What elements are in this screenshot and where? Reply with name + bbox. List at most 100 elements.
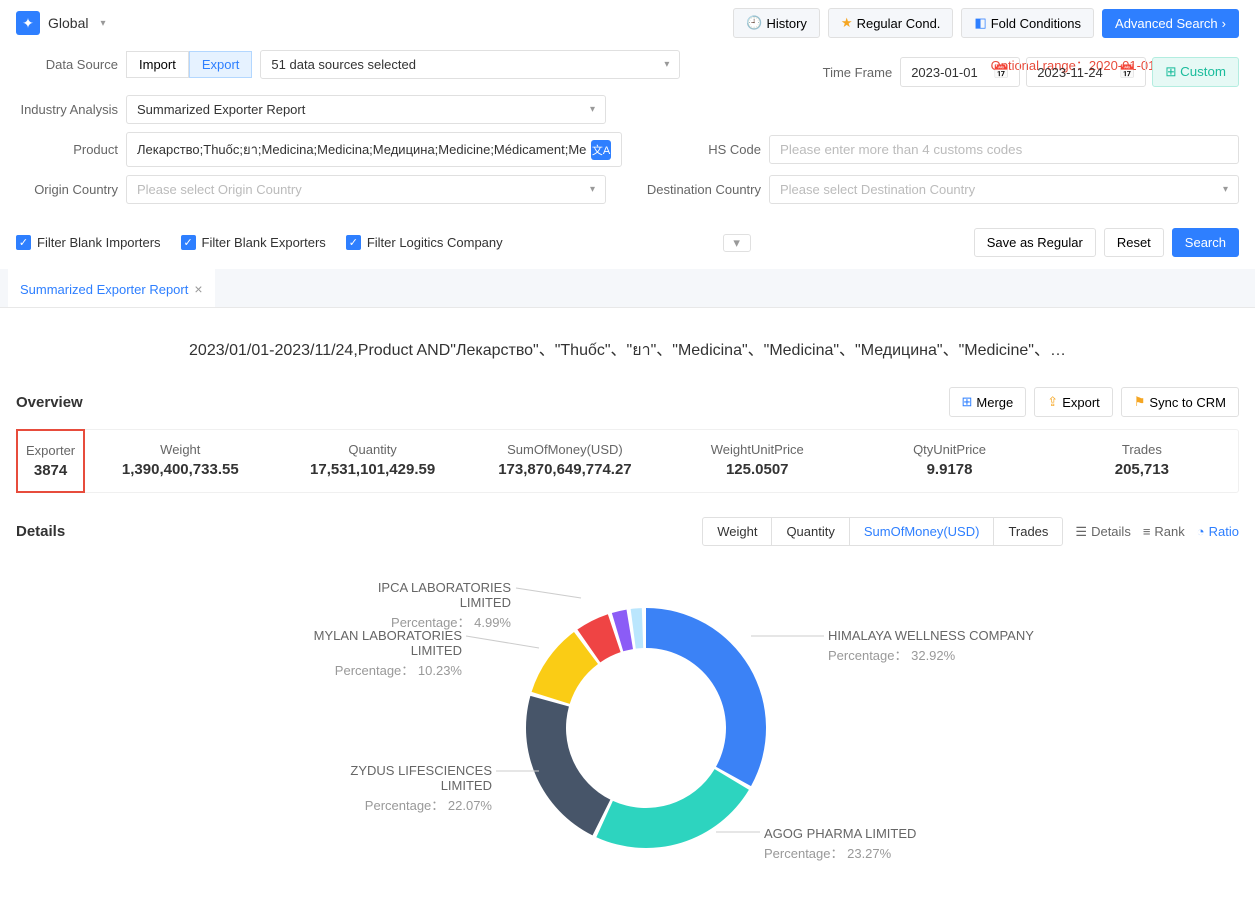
details-heading: Details [16,523,65,540]
product-label: Product [16,142,126,157]
overview-cell: WeightUnitPrice 125.0507 [661,430,853,492]
overview-cell: SumOfMoney(USD) 173,870,649,774.27 [469,430,661,492]
hs-code-input[interactable] [769,135,1239,164]
chart-label: AGOG PHARMA LIMITEDPercentage： 23.27% [764,826,916,862]
overview-value: 205,713 [1050,461,1234,478]
date-to-input[interactable]: 2023-11-24📅 [1026,57,1146,87]
chevron-down-icon: ▾ [1223,184,1228,195]
ratio-icon: ◔ [1197,524,1205,539]
product-input[interactable]: Лекарство;Thuốc;ยา;Medicina;Medicina;Мед… [126,132,622,167]
search-form: Data Source Import Export 51 data source… [0,46,1255,224]
calendar-icon: 📅 [993,64,1009,80]
tab-summarized-exporter-report[interactable]: Summarized Exporter Report × [8,269,215,307]
overview-label: Trades [1050,442,1234,457]
dest-country-label: Destination Country [639,182,769,197]
sync-crm-button[interactable]: ⚑ Sync to CRM [1121,387,1239,417]
origin-country-select[interactable]: Please select Origin Country ▾ [126,175,606,204]
chart-label: MYLAN LABORATORIES LIMITEDPercentage： 10… [292,628,462,679]
overview-label: WeightUnitPrice [665,442,849,457]
calendar-icon: 📅 [1119,64,1135,80]
view-rank-button[interactable]: ≡Rank [1143,524,1185,540]
global-icon: ✦ [16,11,40,35]
export-button[interactable]: ⇪ Export [1034,387,1112,417]
expand-toggle[interactable]: ▾ [723,234,751,252]
list-icon: ☰ [1075,524,1087,540]
chevron-down-icon: ▾ [664,59,669,70]
chevron-down-icon: ▾ [590,184,595,195]
reset-button[interactable]: Reset [1104,228,1164,257]
star-icon: ★ [841,15,853,31]
view-ratio-button[interactable]: ◔Ratio [1197,524,1239,540]
industry-select[interactable]: Summarized Exporter Report ▾ [126,95,606,124]
chart-label: HIMALAYA WELLNESS COMPANYPercentage： 32.… [828,628,1034,664]
history-icon: 🕘 [746,15,762,31]
close-icon[interactable]: × [194,281,202,297]
overview-cell: Exporter 3874 [16,429,85,493]
fold-conditions-button[interactable]: ◧Fold Conditions [961,8,1094,38]
report-title: 2023/01/01-2023/11/24,Product AND"Лекарс… [16,336,1239,363]
hs-code-label: HS Code [679,142,769,157]
overview-cell: Quantity17,531,101,429.59 [276,430,468,492]
view-details-button[interactable]: ☰Details [1075,524,1130,540]
search-button[interactable]: Search [1172,228,1239,257]
history-button[interactable]: 🕘History [733,8,820,38]
data-source-label: Data Source [16,57,126,72]
filter-logistics-checkbox[interactable]: ✓Filter Logitics Company [346,235,503,250]
advanced-search-button[interactable]: Advanced Search › [1102,9,1239,38]
overview-label: QtyUnitPrice [857,442,1041,457]
filter-row: ✓Filter Blank Importers ✓Filter Blank Ex… [0,224,1255,269]
overview-value: 1,390,400,733.55 [88,461,272,478]
custom-date-button[interactable]: ⊞ Custom [1152,57,1239,87]
overview-value: 125.0507 [665,461,849,478]
date-from-input[interactable]: 2023-01-01📅 [900,57,1020,87]
chart-label: IPCA LABORATORIES LIMITEDPercentage： 4.9… [356,580,511,631]
chevron-down-icon: ▾ [100,18,105,29]
overview-label: Weight [88,442,272,457]
checkbox-icon: ✓ [181,235,196,250]
custom-icon: ⊞ [1165,64,1180,79]
details-tab[interactable]: Weight [703,518,772,545]
regular-cond-button[interactable]: ★Regular Cond. [828,8,953,38]
overview-grid: Exporter3874Weight1,390,400,733.55Quanti… [16,429,1239,493]
checkbox-icon: ✓ [346,235,361,250]
overview-label: Quantity [280,442,464,457]
import-toggle[interactable]: Import [126,51,189,78]
donut-slice[interactable] [646,608,766,786]
dest-country-select[interactable]: Please select Destination Country ▾ [769,175,1239,204]
merge-button[interactable]: ⊞ Merge [949,387,1027,417]
report-content: 2023/01/01-2023/11/24,Product AND"Лекарс… [0,308,1255,914]
donut-svg [521,578,771,878]
save-as-regular-button[interactable]: Save as Regular [974,228,1096,257]
top-bar: ✦ Global ▾ 🕘History ★Regular Cond. ◧Fold… [0,0,1255,46]
checkbox-icon: ✓ [16,235,31,250]
rank-icon: ≡ [1143,524,1151,539]
filter-blank-exporters-checkbox[interactable]: ✓Filter Blank Exporters [181,235,326,250]
details-tab[interactable]: Trades [994,518,1062,545]
filter-blank-importers-checkbox[interactable]: ✓Filter Blank Importers [16,235,161,250]
overview-value: 173,870,649,774.27 [473,461,657,478]
donut-chart: HIMALAYA WELLNESS COMPANYPercentage： 32.… [16,558,1239,898]
origin-country-label: Origin Country [16,182,126,197]
export-toggle[interactable]: Export [189,51,253,78]
overview-value: 3874 [26,462,75,479]
overview-label: Exporter [26,443,75,458]
overview-value: 9.9178 [857,461,1041,478]
fold-icon: ◧ [974,15,986,31]
translate-icon[interactable]: 文A [591,140,611,160]
chart-label: ZYDUS LIFESCIENCES LIMITEDPercentage： 22… [322,763,492,814]
details-metric-tabs: WeightQuantitySumOfMoney(USD)Trades [702,517,1063,546]
time-frame-label: Time Frame [810,65,900,80]
details-tab[interactable]: SumOfMoney(USD) [850,518,995,545]
details-tab[interactable]: Quantity [772,518,849,545]
overview-cell: QtyUnitPrice 9.9178 [853,430,1045,492]
global-selector[interactable]: Global [48,15,88,31]
tab-bar: Summarized Exporter Report × [0,269,1255,308]
sync-icon: ⚑ [1134,394,1146,410]
overview-label: SumOfMoney(USD) [473,442,657,457]
data-sources-select[interactable]: 51 data sources selected ▾ [260,50,680,79]
overview-cell: Trades 205,713 [1046,430,1238,492]
donut-slice[interactable] [526,696,610,836]
export-icon: ⇪ [1047,394,1058,410]
donut-slice[interactable] [631,608,644,649]
chevron-down-icon: ▾ [590,104,595,115]
